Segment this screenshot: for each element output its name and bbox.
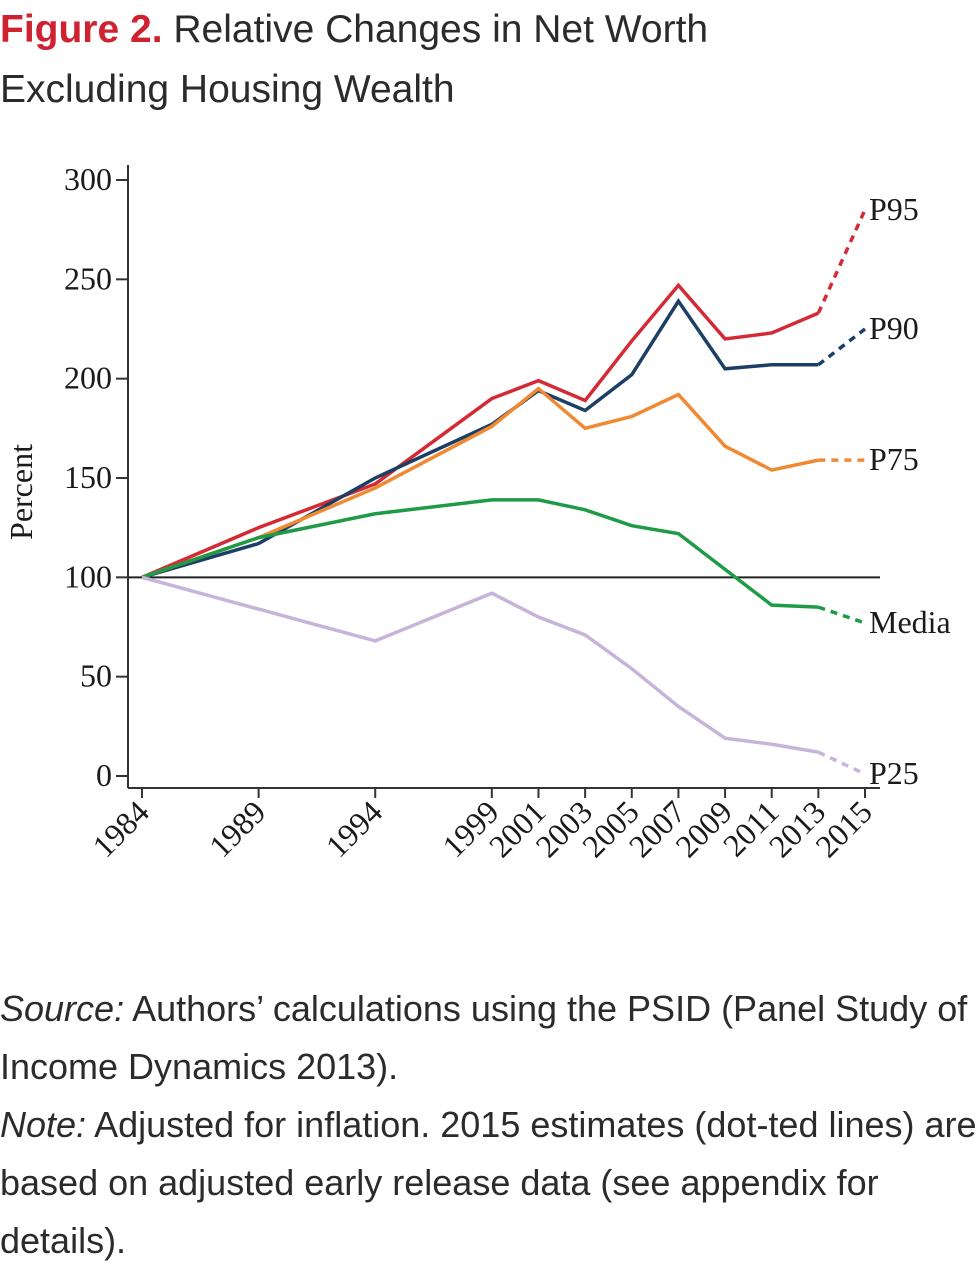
y-tick-label: 200 bbox=[64, 360, 112, 396]
series-group bbox=[141, 209, 867, 776]
figure-title: Figure 2. Relative Changes in Net Worth … bbox=[0, 0, 975, 120]
figure-label: Figure 2. bbox=[0, 8, 163, 51]
title-line-1: Relative Changes in Net Worth bbox=[173, 8, 709, 51]
notes: Source: Authors’ calculations using the … bbox=[0, 980, 979, 1270]
series-line-p90 bbox=[141, 298, 819, 580]
axes bbox=[116, 165, 880, 798]
series-label-media: Media bbox=[869, 604, 951, 640]
y-tick-label: 150 bbox=[64, 459, 112, 495]
y-tick-label: 300 bbox=[64, 161, 112, 197]
series-dotted-media bbox=[817, 605, 866, 625]
series-label-p25: P25 bbox=[869, 755, 919, 791]
title-line-2: Excluding Housing Wealth bbox=[0, 68, 455, 111]
note-text: Adjusted for inflation. 2015 estimates (… bbox=[0, 1104, 977, 1261]
source-label: Source: bbox=[0, 988, 125, 1029]
series-label-p95: P95 bbox=[869, 191, 919, 227]
note-label: Note: bbox=[0, 1104, 87, 1145]
source-text: Authors’ calculations using the PSID (Pa… bbox=[0, 988, 968, 1087]
y-tick-label: 100 bbox=[64, 558, 112, 594]
x-tick-label: 1994 bbox=[318, 793, 389, 864]
note: Note: Adjusted for inflation. 2015 estim… bbox=[0, 1096, 979, 1270]
y-axis-title: Percent bbox=[3, 444, 39, 540]
x-tick-label: 2015 bbox=[808, 793, 879, 864]
series-line-p75 bbox=[141, 386, 819, 579]
source-note: Source: Authors’ calculations using the … bbox=[0, 980, 979, 1096]
series-line-p25 bbox=[141, 575, 819, 754]
x-tick-label: 1989 bbox=[202, 793, 273, 864]
series-label-p90: P90 bbox=[869, 310, 919, 346]
y-tick-label: 0 bbox=[96, 757, 112, 793]
x-tick-label: 1984 bbox=[85, 793, 156, 864]
y-tick-label: 250 bbox=[64, 260, 112, 296]
y-tick-label: 50 bbox=[80, 658, 112, 694]
series-dotted-p25 bbox=[817, 750, 866, 776]
series-dotted-p90 bbox=[817, 327, 867, 367]
series-line-media bbox=[141, 498, 819, 609]
series-label-p75: P75 bbox=[869, 441, 919, 477]
series-dotted-p95 bbox=[816, 209, 867, 314]
